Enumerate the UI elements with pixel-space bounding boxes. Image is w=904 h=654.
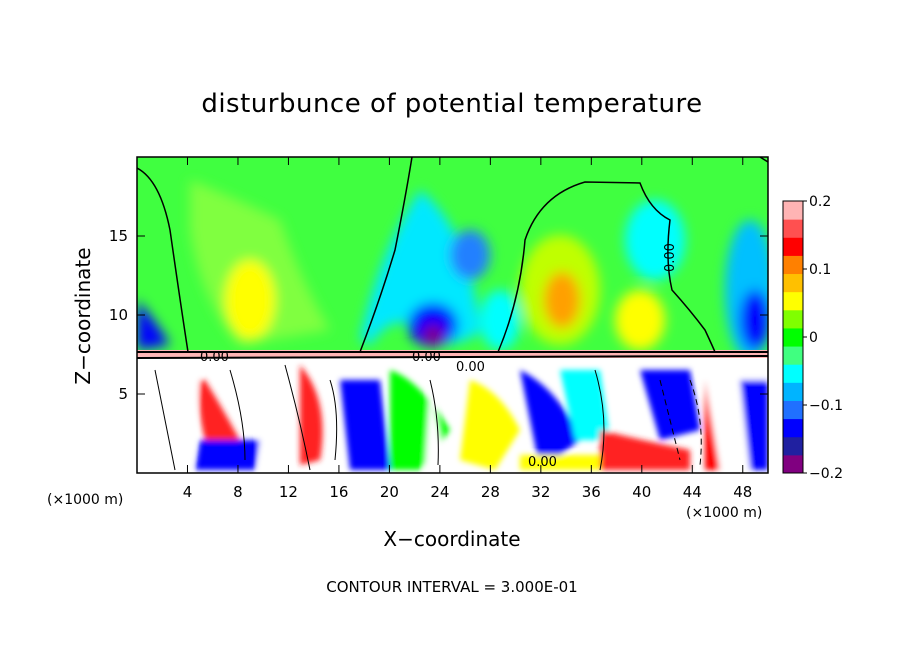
colorbar-swatch — [783, 327, 803, 347]
colorbar-swatch — [783, 201, 803, 220]
x-tick-label: 16 — [329, 483, 348, 501]
colorbar-swatch — [783, 237, 803, 256]
x-tick-label: 48 — [733, 483, 752, 501]
x-tick-label: 4 — [183, 483, 193, 501]
y-axis-ticks: 5 10 15 — [109, 227, 768, 403]
x-tick-label: 24 — [430, 483, 449, 501]
colorbar — [782, 200, 804, 474]
colorbar-ticks: 0.2 0.1 0 −0.1 −0.2 — [803, 194, 843, 482]
contour-label: 0.00 — [412, 350, 441, 365]
y-tick-label: 10 — [109, 306, 128, 324]
contour-label: 0.00 — [663, 243, 678, 272]
contour-label: 0.00 — [528, 455, 557, 470]
colorbar-swatch — [783, 382, 803, 401]
colorbar-swatch — [783, 364, 803, 383]
x-tick-label: 36 — [582, 483, 601, 501]
colorbar-swatch — [783, 418, 803, 438]
x-tick-label: 32 — [531, 483, 550, 501]
colorbar-swatch — [783, 454, 803, 474]
colorbar-swatch — [783, 255, 803, 275]
y-axis-label: Z−coordinate — [71, 247, 95, 384]
colorbar-tick-label: 0.1 — [809, 262, 831, 278]
x-unit-right: (×1000 m) — [686, 505, 762, 521]
x-tick-label: 8 — [233, 483, 243, 501]
colorbar-tick-label: 0.2 — [809, 194, 831, 210]
contour-interval-note: CONTOUR INTERVAL = 3.000E-01 — [326, 578, 577, 596]
x-tick-label: 44 — [683, 483, 702, 501]
x-axis-ticks: 4 8 12 16 20 24 28 32 36 40 44 48 — [183, 157, 752, 501]
y-tick-label: 15 — [109, 227, 128, 245]
x-tick-label: 20 — [380, 483, 399, 501]
colorbar-swatch — [783, 219, 803, 238]
colorbar-tick-label: −0.2 — [809, 466, 843, 482]
colorbar-swatch — [783, 400, 803, 420]
heatmap-field — [137, 157, 768, 473]
x-tick-label: 12 — [279, 483, 298, 501]
x-tick-label: 40 — [632, 483, 651, 501]
colorbar-swatch — [783, 309, 803, 329]
colorbar-tick-label: 0 — [809, 330, 818, 346]
x-unit-left: (×1000 m) — [47, 492, 123, 508]
y-tick-label: 5 — [118, 385, 128, 403]
chart-title: disturbunce of potential temperature — [201, 89, 702, 119]
contour-label: 0.00 — [456, 360, 485, 375]
contour-label: 0.00 — [200, 350, 229, 365]
colorbar-swatch — [783, 273, 803, 293]
x-axis-label: X−coordinate — [383, 527, 520, 551]
colorbar-tick-label: −0.1 — [809, 398, 843, 414]
colorbar-swatch — [783, 436, 803, 456]
colorbar-swatch — [783, 291, 803, 311]
colorbar-swatch — [783, 346, 803, 365]
x-tick-label: 28 — [481, 483, 500, 501]
